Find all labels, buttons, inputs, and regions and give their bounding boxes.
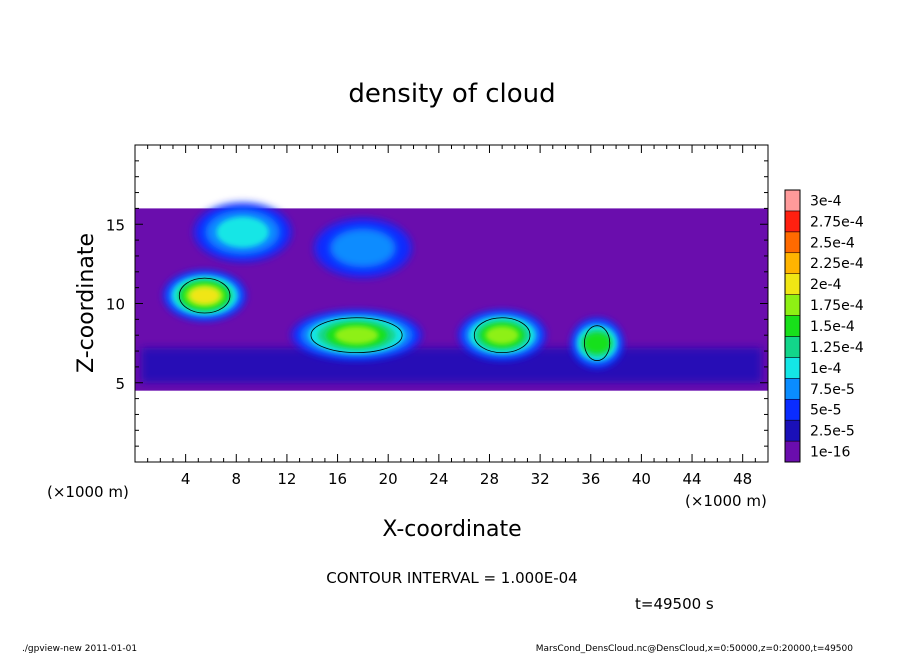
- colorbar-swatch: [784, 419, 801, 442]
- blob-level: [329, 228, 396, 268]
- contour-lines: [178, 277, 611, 361]
- x-tick-label: 4: [181, 470, 191, 488]
- x-tick-label: 24: [429, 470, 448, 488]
- blob-level: [485, 326, 519, 345]
- x-unit-label: (×1000 m): [685, 492, 767, 510]
- x-tick-label: 12: [277, 470, 296, 488]
- colorbar-label: 2.5e-5: [810, 424, 855, 440]
- colorbar-swatch: [784, 189, 801, 212]
- x-axis-title: X-coordinate: [382, 517, 521, 542]
- colorbar-frame: [784, 189, 801, 463]
- cloud-blob: [194, 202, 292, 262]
- x-tick-label: 8: [232, 470, 242, 488]
- y-tick-label: 5: [115, 375, 125, 393]
- colorbar-swatch: [784, 273, 801, 295]
- contour-1e-4: [473, 317, 531, 354]
- x-tick-label: 28: [480, 470, 499, 488]
- colorbar-swatch: [784, 294, 801, 316]
- colorbar-swatch: [784, 440, 801, 463]
- colorbar-label: 1.75e-4: [810, 298, 864, 314]
- colorbar-swatch: [784, 398, 801, 421]
- footer-left: ./gpview-new 2011-01-01: [22, 644, 137, 654]
- plot-area: [134, 144, 769, 463]
- x-tick-label: 16: [328, 470, 347, 488]
- colorbar-label: 2e-4: [810, 277, 842, 293]
- cloud-blob: [458, 310, 546, 360]
- colorbar-swatch: [784, 315, 801, 337]
- z-unit-label: (×1000 m): [47, 483, 129, 501]
- contour-interval-text: CONTOUR INTERVAL = 1.000E-04: [326, 569, 577, 587]
- colorbar-label: 3e-4: [810, 193, 842, 209]
- colorbar-label: 1.5e-4: [810, 319, 855, 335]
- x-axis: 4 8 12 16 20 24 28 32 36 40 44 48: [147, 145, 756, 488]
- blob-level: [216, 216, 269, 248]
- x-tick-label: 32: [531, 470, 550, 488]
- y-tick-label: 10: [106, 296, 125, 314]
- contour-1e-4: [584, 325, 611, 361]
- x-tick-label: 20: [379, 470, 398, 488]
- colorbar-label: 1.25e-4: [810, 340, 864, 356]
- x-tick-label: 36: [581, 470, 600, 488]
- x-tick-label: 44: [682, 470, 701, 488]
- colorbar-swatch: [784, 378, 801, 400]
- colorbar-label: 5e-5: [810, 403, 841, 419]
- x-tick-label: 48: [733, 470, 752, 488]
- footer-right: MarsCond_DensCloud.nc@DensCloud,x=0:5000…: [536, 644, 853, 654]
- y-axis: 5 10 15: [106, 160, 768, 447]
- contour-1e-4: [178, 277, 231, 314]
- colorbar-label: 7.5e-5: [810, 382, 855, 398]
- low-level-band: [141, 347, 762, 383]
- colorbar-label: 2.75e-4: [810, 214, 864, 230]
- x-tick-label: 40: [632, 470, 651, 488]
- cloud-blob: [163, 270, 246, 321]
- colorbar-swatch: [784, 210, 801, 233]
- chart-title: density of cloud: [348, 79, 555, 109]
- colorbar-label: 1e-16: [810, 445, 850, 461]
- blob-level: [334, 326, 379, 345]
- time-stamp: t=49500 s: [635, 595, 714, 613]
- colorbar-swatch: [784, 336, 801, 358]
- y-tick-label: 15: [106, 216, 125, 234]
- density-field: [135, 202, 768, 391]
- cloud-blob: [314, 218, 412, 278]
- y-axis-title: Z-coordinate: [74, 233, 99, 373]
- colorbar-label: 2.25e-4: [810, 256, 864, 272]
- colorbar-label: 1e-4: [810, 361, 842, 377]
- cloud-blob: [571, 318, 623, 368]
- colorbar-swatch: [784, 252, 801, 274]
- blob-level: [584, 333, 611, 354]
- colorbar-swatch: [784, 357, 801, 379]
- contour-1e-4: [310, 317, 403, 354]
- colorbar-swatch: [784, 231, 801, 254]
- colorbar: 1e-16 2.5e-5 5e-5 7.5e-5 1e-4 1.25e-4 1.5e-4 1.…: [784, 189, 864, 463]
- colorbar-label: 2.5e-4: [810, 235, 855, 251]
- blob-level: [189, 287, 220, 304]
